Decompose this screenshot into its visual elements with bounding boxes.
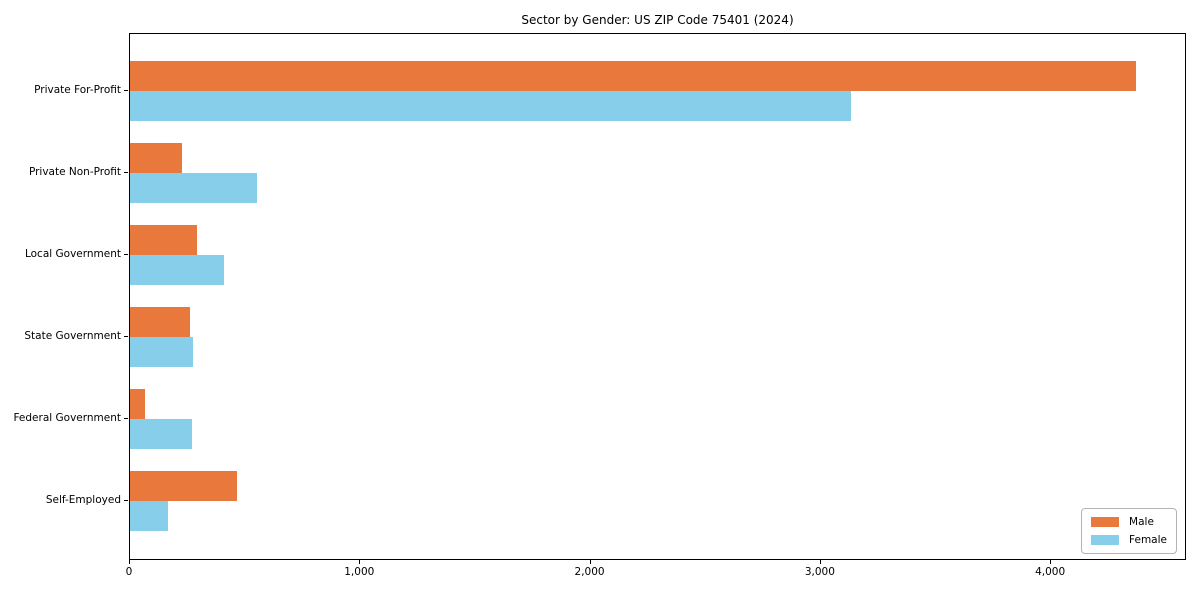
xtick-mark-0 (129, 560, 130, 564)
legend-swatch-female (1091, 535, 1120, 545)
legend: Male Female (1081, 508, 1177, 554)
ytick-label-private-non-profit: Private Non-Profit (28, 166, 121, 178)
ytick-label-state-government: State Government (24, 330, 121, 342)
ytick-mark-self-employed (124, 500, 128, 501)
bar-male-private-for-profit (130, 61, 1137, 91)
xtick-label-0: 0 (125, 566, 133, 578)
ytick-label-local-government: Local Government (24, 248, 121, 260)
bar-female-federal-government (130, 419, 193, 449)
bar-male-federal-government (130, 389, 145, 419)
xtick-mark-3000 (819, 560, 821, 564)
legend-item-male: Male (1091, 515, 1167, 529)
ytick-mark-private-for-profit (124, 90, 128, 91)
ytick-mark-private-non-profit (124, 172, 128, 173)
legend-label-male: Male (1129, 516, 1154, 528)
xtick-label-1000: 1,000 (344, 566, 375, 578)
bar-female-local-government (130, 255, 225, 285)
bar-female-private-non-profit (130, 173, 257, 203)
chart-title: Sector by Gender: US ZIP Code 75401 (202… (521, 13, 794, 27)
ytick-mark-federal-government (124, 418, 128, 419)
bar-female-private-for-profit (130, 91, 851, 121)
ytick-label-federal-government: Federal Government (13, 412, 121, 424)
xtick-mark-4000 (1050, 560, 1052, 564)
xtick-label-2000: 2,000 (574, 566, 605, 578)
xtick-label-4000: 4,000 (1035, 566, 1066, 578)
ytick-label-self-employed: Self-Employed (45, 494, 121, 506)
bar-male-state-government (130, 307, 190, 337)
bar-female-self-employed (130, 501, 168, 531)
xtick-mark-1000 (359, 560, 361, 564)
legend-item-female: Female (1091, 533, 1167, 547)
bar-male-local-government (130, 225, 197, 255)
bar-male-private-non-profit (130, 143, 182, 173)
xtick-mark-2000 (589, 560, 591, 564)
bar-male-self-employed (130, 471, 238, 501)
plot-area: Male Female (129, 33, 1186, 560)
bar-female-state-government (130, 337, 194, 367)
legend-swatch-male (1091, 517, 1120, 527)
ytick-mark-local-government (124, 254, 128, 255)
xtick-label-3000: 3,000 (804, 566, 835, 578)
ytick-mark-state-government (124, 336, 128, 337)
ytick-label-private-for-profit: Private For-Profit (34, 84, 121, 96)
legend-label-female: Female (1129, 534, 1167, 546)
